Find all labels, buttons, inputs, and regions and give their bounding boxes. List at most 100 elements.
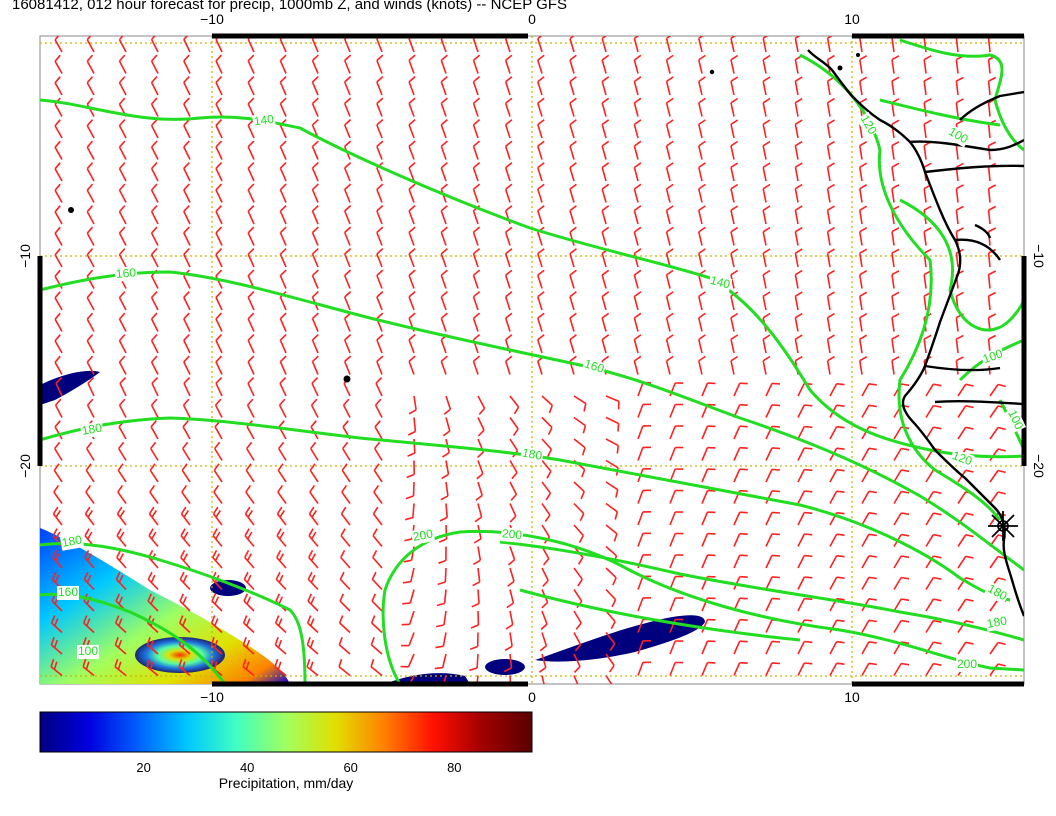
wind-barb (826, 140, 835, 160)
wind-barb (274, 637, 287, 655)
wind-barb (987, 291, 997, 311)
wind-barb (373, 484, 383, 504)
wind-barb (374, 420, 383, 440)
wind-barb (183, 97, 191, 117)
contour-140-north (40, 98, 1024, 459)
country-border-4 (934, 399, 1024, 406)
contour-label: 160 (583, 356, 607, 376)
wind-barb (408, 269, 416, 289)
contour-label-bg (59, 533, 85, 551)
wind-barb (669, 597, 684, 612)
wind-barb (372, 506, 383, 526)
wind-barb (955, 334, 964, 354)
wind-barb (794, 97, 803, 117)
wind-barb (279, 76, 287, 96)
wind-barb (443, 395, 452, 415)
wind-barb (893, 447, 910, 461)
wind-barb (762, 291, 771, 311)
wind-barb (150, 119, 159, 139)
wind-barb (826, 36, 833, 53)
wind-barb (730, 140, 739, 160)
wind-barb (440, 97, 448, 117)
wind-barb (665, 97, 674, 117)
axis-lon-label-bottom: 0 (528, 689, 536, 705)
wind-barb (861, 512, 877, 526)
wind-barb (475, 481, 483, 501)
wind-barb (633, 312, 642, 332)
wind-barb (829, 554, 845, 569)
wind-barb (665, 334, 674, 354)
coastline (807, 49, 1024, 617)
wind-barb (797, 640, 813, 655)
wind-barb (957, 620, 974, 633)
wind-barb (829, 619, 845, 633)
wind-barb (212, 528, 223, 548)
wind-barb (573, 416, 587, 434)
wind-barb (537, 36, 543, 53)
wind-barb (701, 661, 716, 676)
wind-barb (247, 334, 255, 354)
wind-barb (893, 469, 910, 483)
contour-label-bg (707, 273, 733, 293)
wind-barb (794, 205, 803, 225)
wind-barb (440, 355, 448, 375)
wind-barb (569, 140, 577, 160)
wind-barb (311, 162, 319, 182)
wind-barb (311, 226, 319, 246)
axis-lat-label-left: −10 (17, 244, 33, 268)
wind-barb (765, 490, 781, 504)
wind-barb (987, 141, 997, 160)
contour-label: 160 (115, 265, 136, 281)
wind-barb (472, 269, 481, 289)
wind-barb (573, 610, 582, 630)
wind-barb (214, 441, 223, 461)
wind-barb (85, 463, 95, 483)
wind-barb (891, 55, 900, 74)
contour-label: 200 (957, 657, 977, 671)
precip-patch-c2 (485, 659, 525, 675)
wind-barb (244, 506, 255, 526)
wind-barb (86, 441, 95, 461)
wind-barb (601, 183, 610, 203)
wind-barb (215, 97, 223, 117)
wind-barb (243, 593, 255, 612)
wind-barb (797, 576, 813, 590)
wind-barb (733, 468, 748, 483)
wind-barb (504, 54, 513, 74)
wind-barb (989, 469, 1006, 483)
wind-barb (955, 76, 964, 96)
wind-barb (376, 54, 384, 74)
wind-barb (408, 140, 416, 160)
wind-barb (605, 567, 617, 586)
wind-barb (477, 417, 485, 437)
wind-barb (274, 658, 287, 677)
wind-barb (436, 610, 447, 628)
contour-label-bg (980, 346, 1006, 368)
wind-barb (826, 97, 835, 117)
country-border-3 (924, 364, 1001, 372)
wind-barb (762, 54, 771, 74)
wind-barb (797, 425, 813, 440)
wind-barb (247, 205, 255, 225)
wind-barb (569, 248, 577, 268)
contour-label: 100 (78, 644, 98, 658)
wind-barb (698, 291, 706, 311)
wind-barb (178, 615, 191, 634)
contour-label: 140 (709, 273, 732, 292)
wind-barb (470, 610, 480, 629)
wind-barb (605, 675, 613, 684)
wind-barb (118, 54, 127, 74)
wind-barb (797, 533, 813, 547)
wind-barb (148, 528, 159, 548)
wind-barb (311, 97, 319, 117)
wind-barb (118, 398, 127, 418)
wind-barb (891, 227, 900, 246)
contour-label: 180 (61, 532, 83, 549)
wind-barb (537, 205, 545, 225)
wind-barb (277, 484, 287, 504)
wind-barb (665, 54, 674, 74)
wind-barb (340, 506, 351, 526)
wind-barb (733, 554, 748, 569)
wind-barb (605, 524, 618, 542)
